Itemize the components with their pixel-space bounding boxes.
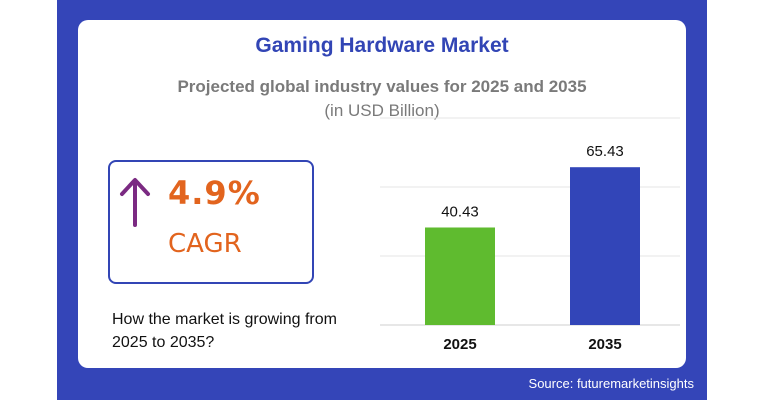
x-tick-label-2025: 2025 xyxy=(443,336,476,353)
source-label: Source: futuremarketinsights xyxy=(528,376,694,391)
chart-subtitle: Projected global industry values for 202… xyxy=(177,77,587,96)
cagr-box xyxy=(108,160,314,284)
data-label-2025: 40.43 xyxy=(441,203,479,220)
cagr-label: CAGR xyxy=(168,229,242,259)
bar-chart: 40.43 2025 65.43 2035 xyxy=(380,117,680,353)
growth-question: How the market is growing from 2025 to 2… xyxy=(112,311,337,351)
x-tick-label-2035: 2035 xyxy=(588,336,621,353)
cagr-value: 4.9% xyxy=(168,174,261,212)
data-label-2035: 65.43 xyxy=(586,143,624,160)
unit-label: (in USD Billion) xyxy=(324,101,440,120)
arrow-up-icon xyxy=(120,178,150,227)
chart-title: Gaming Hardware Market xyxy=(255,34,509,57)
bar-2025 xyxy=(425,227,495,325)
bar-2035 xyxy=(570,167,640,325)
